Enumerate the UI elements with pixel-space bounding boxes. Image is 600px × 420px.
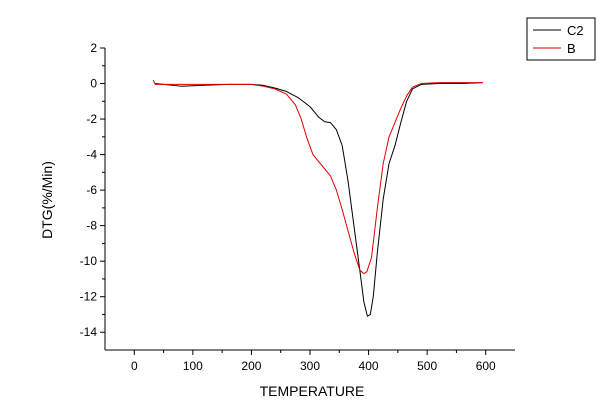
x-tick-label: 0 [131, 359, 138, 373]
legend-label: C2 [567, 23, 584, 38]
y-tick-label: -12 [80, 290, 98, 304]
y-axis-title: DTG(%/Min) [39, 161, 55, 239]
y-axis: 2 0 -2 -4 -6 -8 -10 -12 -14 [80, 41, 105, 339]
x-tick-label: 200 [241, 359, 261, 373]
x-axis-title: TEMPERATURE [260, 383, 365, 399]
x-tick-label: 100 [183, 359, 203, 373]
series-line-b [152, 79, 483, 275]
legend-box [526, 17, 596, 61]
series-line-c2 [154, 82, 483, 317]
x-tick-label: 300 [300, 359, 320, 373]
y-tick-label: 0 [90, 77, 97, 91]
series-layer [152, 79, 483, 317]
legend: C2 B [526, 17, 596, 61]
y-tick-label: 2 [90, 41, 97, 55]
x-tick-label: 400 [359, 359, 379, 373]
x-tick-label: 500 [417, 359, 437, 373]
y-tick-label: -8 [86, 219, 97, 233]
plot-frame [104, 48, 515, 351]
y-tick-label: -14 [80, 325, 98, 339]
y-tick-label: -6 [86, 183, 97, 197]
y-tick-label: -4 [86, 148, 97, 162]
legend-label: B [567, 41, 576, 56]
y-tick-label: -10 [80, 254, 98, 268]
x-tick-label: 600 [476, 359, 496, 373]
y-tick-label: -2 [86, 112, 97, 126]
x-axis: 0 100 200 300 400 500 600 [131, 350, 496, 373]
